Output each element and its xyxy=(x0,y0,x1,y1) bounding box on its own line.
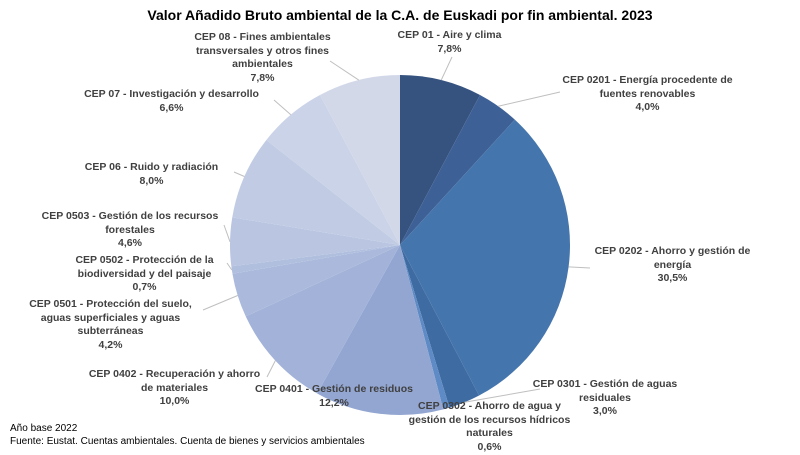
slice-label-text: CEP 0503 - Gestión de los recursos fores… xyxy=(41,210,219,236)
leader-line-cep-0201 xyxy=(498,91,561,107)
pie-slice-cep-0503 xyxy=(229,217,400,267)
pie-slice-cep-0402 xyxy=(245,245,400,394)
slice-label-text: CEP 0201 - Energía procedente de fuentes… xyxy=(562,74,733,100)
slice-label-percent: 4,0% xyxy=(635,101,660,114)
slice-label-cep-07: CEP 07 - Investigación y desarrollo 6,6% xyxy=(69,88,274,115)
pie-slice-cep-07 xyxy=(266,95,400,245)
slice-label-cep-06: CEP 06 - Ruido y radiación 8,0% xyxy=(69,161,234,188)
slice-label-text: CEP 0402 - Recuperación y ahorro de mate… xyxy=(88,368,261,394)
slice-label-percent: 4,6% xyxy=(118,237,142,250)
pie-slice-cep-0501 xyxy=(232,245,400,317)
slice-label-text: CEP 0502 - Protección de la biodiversida… xyxy=(75,254,214,280)
pie-slice-cep-0401 xyxy=(317,245,444,415)
slice-label-cep-01: CEP 01 - Aire y clima 7,8% xyxy=(387,29,512,56)
pie-slice-cep-08 xyxy=(319,75,400,245)
slice-label-cep-0202: CEP 0202 - Ahorro y gestión de energía 30… xyxy=(590,245,755,286)
pie-slice-cep-0301 xyxy=(400,245,480,408)
chart-title: Valor Añadido Bruto ambiental de la C.A.… xyxy=(147,7,653,23)
chart-footnotes: Año base 2022 Fuente: Eustat. Cuentas am… xyxy=(10,422,365,448)
pie-slice-cep-01 xyxy=(400,75,481,245)
slice-label-text: CEP 0401 - Gestión de residuos xyxy=(255,383,413,395)
slice-label-percent: 12,2% xyxy=(319,396,349,409)
pie-slice-cep-06 xyxy=(232,139,400,245)
slice-label-percent: 7,8% xyxy=(250,71,275,84)
pie-slice-cep-0202 xyxy=(400,119,571,396)
leader-line-cep-0301 xyxy=(464,388,541,403)
slice-label-percent: 8,0% xyxy=(139,174,164,187)
leader-line-cep-0202 xyxy=(568,266,591,269)
leader-line-cep-06 xyxy=(233,171,245,177)
slice-label-text: CEP 06 - Ruido y radiación xyxy=(84,161,219,173)
slice-label-text: CEP 0501 - Protección del suelo, aguas s… xyxy=(29,298,192,338)
pie-slice-cep-0502 xyxy=(231,245,400,274)
footnote-base-year: Año base 2022 xyxy=(10,422,78,434)
leader-line-cep-08 xyxy=(329,60,360,81)
leader-line-cep-0502 xyxy=(226,262,233,271)
slice-label-cep-0201: CEP 0201 - Energía procedente de fuentes… xyxy=(560,74,735,115)
slice-label-text: CEP 07 - Investigación y desarrollo xyxy=(84,88,259,100)
leader-lines-group xyxy=(202,56,591,403)
slice-label-percent: 0,7% xyxy=(132,281,157,294)
slice-label-cep-0503: CEP 0503 - Gestión de los recursos fores… xyxy=(36,210,224,251)
pie-slices-group xyxy=(229,75,571,415)
slice-label-cep-0502: CEP 0502 - Protección de la biodiversida… xyxy=(62,254,227,295)
slice-label-text: CEP 01 - Aire y clima xyxy=(397,29,502,41)
leader-line-cep-0402 xyxy=(266,360,276,378)
leader-line-cep-07 xyxy=(273,99,292,116)
slice-label-percent: 4,2% xyxy=(98,338,123,351)
slice-label-percent: 6,6% xyxy=(159,101,184,114)
slice-label-cep-0301: CEP 0301 - Gestión de aguas residuales 3,… xyxy=(530,378,680,419)
slice-label-percent: 0,6% xyxy=(477,440,502,453)
slice-label-percent: 30,5% xyxy=(657,272,688,285)
footnote-source: Fuente: Eustat. Cuentas ambientales. Cue… xyxy=(10,435,365,447)
slice-label-cep-0401: CEP 0401 - Gestión de residuos 12,2% xyxy=(243,383,425,410)
slice-label-text: CEP 0301 - Gestión de aguas residuales xyxy=(532,378,678,404)
leader-line-cep-0503 xyxy=(223,224,231,242)
pie-slice-cep-0302 xyxy=(400,245,450,410)
leader-line-cep-01 xyxy=(440,56,453,81)
slice-label-percent: 10,0% xyxy=(159,395,190,408)
leader-line-cep-0501 xyxy=(202,295,238,311)
slice-label-cep-0302: CEP 0302 - Ahorro de agua y gestión de l… xyxy=(402,400,577,455)
slice-label-percent: 7,8% xyxy=(437,42,462,55)
slice-label-text: CEP 0302 - Ahorro de agua y gestión de l… xyxy=(408,400,571,440)
slice-label-cep-08: CEP 08 - Fines ambientales transversales… xyxy=(180,31,345,86)
slice-label-cep-0501: CEP 0501 - Protección del suelo, aguas s… xyxy=(18,298,203,353)
slice-label-cep-0402: CEP 0402 - Recuperación y ahorro de mate… xyxy=(82,368,267,409)
slice-label-percent: 3,0% xyxy=(593,405,617,418)
slice-label-text: CEP 08 - Fines ambientales transversales… xyxy=(194,31,331,71)
slice-label-text: CEP 0202 - Ahorro y gestión de energía xyxy=(594,245,751,271)
pie-slice-cep-0201 xyxy=(400,95,515,245)
